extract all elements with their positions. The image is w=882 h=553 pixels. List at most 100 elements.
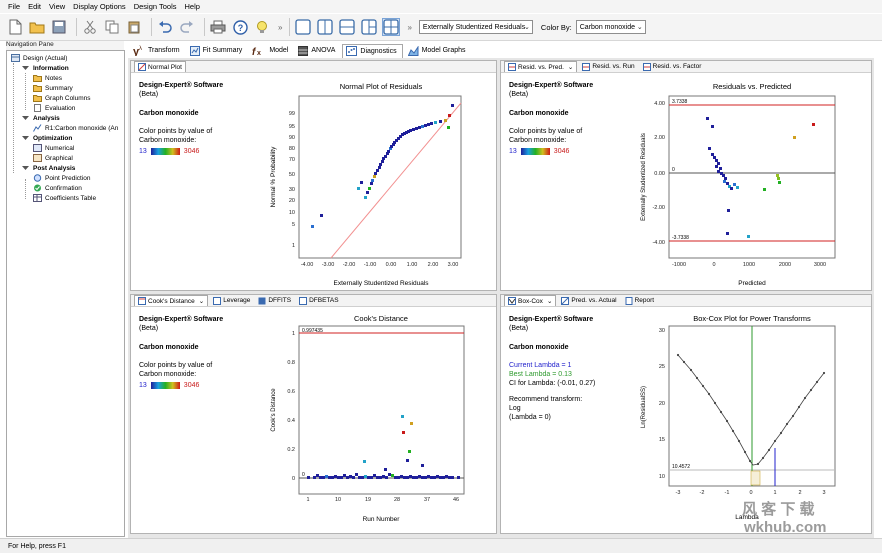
data-point	[381, 160, 384, 163]
tab-cooks-distance[interactable]: Cook's Distance ⌄	[134, 295, 209, 306]
paste-icon[interactable]	[125, 18, 143, 36]
menu-help[interactable]: Help	[184, 2, 200, 11]
print-icon[interactable]	[209, 18, 227, 36]
layout-quad-icon[interactable]	[382, 18, 401, 36]
nav-item-summary[interactable]: Summary	[33, 83, 73, 93]
nav-item-analysis[interactable]: Analysis	[21, 113, 60, 123]
data-point	[812, 123, 815, 126]
pred-vs-actual-icon	[561, 296, 570, 305]
toolbar-overflow-icon[interactable]: »	[278, 22, 283, 32]
chevron-down-icon[interactable]: ⌄	[198, 298, 205, 305]
data-point	[371, 179, 374, 182]
nav-item-information[interactable]: Information	[21, 63, 69, 73]
color-by-value: Carbon monoxide	[579, 23, 636, 31]
nav-item-label: Notes	[45, 74, 62, 82]
menu-file[interactable]: File	[8, 2, 21, 11]
svg-text:f: f	[252, 47, 257, 56]
diagnostics-icon	[346, 46, 358, 56]
tip-bulb-icon[interactable]	[253, 18, 271, 36]
data-point	[408, 450, 411, 453]
tab-leverage[interactable]: Leverage	[210, 295, 253, 306]
residual-type-select[interactable]: Externally Studentized Residuals ⌄	[418, 20, 533, 34]
undo-icon[interactable]	[156, 18, 174, 36]
menu-display-options[interactable]: Display Options	[73, 2, 126, 11]
tab-anova[interactable]: ANOVA	[295, 44, 340, 58]
redo-icon[interactable]	[178, 18, 196, 36]
toolbar-overflow-icon[interactable]: »	[407, 22, 412, 32]
layout-three-pane-icon[interactable]	[360, 18, 378, 36]
layout-horizontal-split-icon[interactable]	[338, 18, 356, 36]
data-point	[445, 475, 448, 478]
nav-item-post-analysis[interactable]: Post Analysis	[21, 163, 75, 173]
tab-label: Pred. vs. Actual	[571, 297, 617, 304]
watermark-logo: 风 客 下 载 wkhub.com	[742, 500, 827, 536]
nav-item-evaluation[interactable]: Evaluation	[33, 103, 75, 113]
data-point	[728, 185, 731, 188]
data-point	[723, 180, 726, 183]
tab-label: DFFITS	[268, 297, 292, 304]
status-bar: For Help, press F1	[0, 538, 882, 553]
tab-pred-vs-actual[interactable]: Pred. vs. Actual	[558, 295, 619, 306]
nav-item-numerical[interactable]: Numerical	[33, 143, 74, 153]
tab-dffits[interactable]: DFFITS	[255, 295, 294, 306]
tab-resid-vs-factor[interactable]: Resid. vs. Factor	[640, 61, 705, 72]
tab-dfbetas[interactable]: DFBETAS	[296, 295, 342, 306]
data-point	[400, 475, 403, 478]
tab-fit-summary[interactable]: Fit Summary	[187, 44, 248, 58]
menu-edit[interactable]: Edit	[28, 2, 42, 11]
data-point	[736, 186, 739, 189]
open-folder-icon[interactable]	[28, 18, 46, 36]
help-icon[interactable]: ?	[231, 18, 249, 36]
data-point	[711, 125, 714, 128]
nav-item-graph-columns[interactable]: Graph Columns	[33, 93, 91, 103]
x-tick-label: 46	[453, 497, 459, 503]
tab-diagnostics[interactable]: Diagnostics	[342, 43, 403, 58]
tab-box-cox[interactable]: Box-Cox ⌄	[504, 295, 557, 306]
new-file-icon[interactable]	[6, 18, 24, 36]
layout-single-icon[interactable]	[294, 18, 312, 36]
y-axis-label: Ln(ResidualSS)	[641, 386, 647, 428]
tab-model-graphs[interactable]: Model Graphs	[405, 44, 471, 58]
tab-report[interactable]: Report	[622, 295, 658, 306]
tab-label: ANOVA	[311, 47, 336, 54]
data-point	[373, 175, 376, 178]
tab-resid-vs-run[interactable]: Resid. vs. Run	[579, 61, 637, 72]
data-point	[726, 232, 729, 235]
copy-icon[interactable]	[103, 18, 121, 36]
data-point	[409, 129, 412, 132]
cooks-limit-label: 0.997435	[302, 328, 323, 334]
color-by-select[interactable]: Carbon monoxide ⌄	[575, 20, 646, 34]
chevron-down-icon[interactable]: ⌄	[546, 298, 553, 305]
data-point	[382, 157, 385, 160]
chevron-down-icon[interactable]: ⌄	[567, 64, 574, 71]
nav-item-design[interactable]: Design (Actual)	[11, 53, 67, 63]
tab-resid-vs-pred[interactable]: Resid. vs. Pred. ⌄	[504, 61, 578, 72]
nav-item-confirmation[interactable]: Confirmation	[33, 183, 82, 193]
tab-normal-plot[interactable]: Normal Plot	[134, 61, 186, 72]
document-icon	[34, 104, 41, 112]
layout-vertical-split-icon[interactable]	[316, 18, 334, 36]
analysis-icon	[33, 124, 42, 132]
residual-points	[706, 117, 815, 238]
menu-view[interactable]: View	[49, 2, 66, 11]
nav-item-point-prediction[interactable]: Point Prediction	[33, 173, 91, 183]
residuals-vs-predicted-panel: Resid. vs. Pred. ⌄ Resid. vs. Run Resid.…	[500, 60, 872, 291]
data-point	[363, 460, 366, 463]
nav-item-optimization[interactable]: Optimization	[21, 133, 72, 143]
save-icon[interactable]	[50, 18, 68, 36]
nav-item-notes[interactable]: Notes	[33, 73, 62, 83]
x-tick-label: 1.00	[407, 262, 418, 268]
data-point	[448, 476, 451, 479]
collapse-icon	[22, 66, 29, 70]
data-point	[328, 476, 331, 479]
nav-item-graphical[interactable]: Graphical	[33, 153, 73, 163]
x-tick-label: 2000	[779, 262, 791, 268]
nav-item-coefficients-table[interactable]: Coefficients Table	[33, 193, 96, 203]
nav-item-response-r1[interactable]: R1:Carbon monoxide (An	[33, 123, 118, 133]
cut-icon[interactable]	[81, 18, 99, 36]
menu-design-tools[interactable]: Design Tools	[133, 2, 177, 11]
